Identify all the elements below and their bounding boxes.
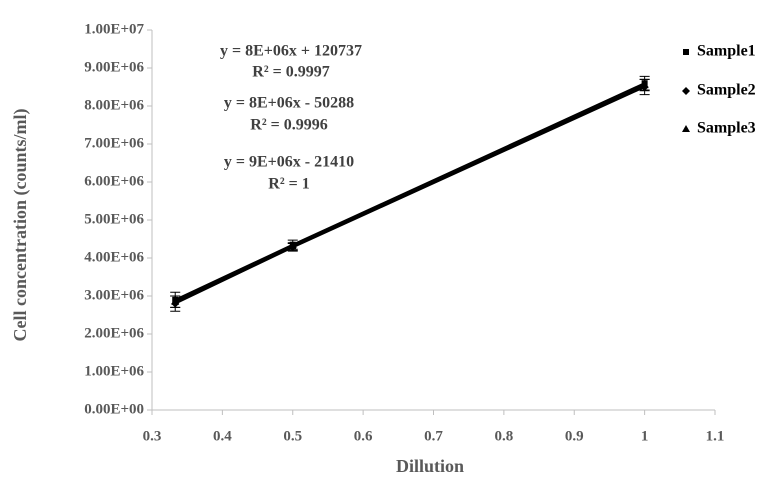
x-tick-label: 1.1 [706, 428, 725, 444]
marker [682, 125, 690, 132]
x-tick-label: 0.4 [213, 428, 232, 444]
trend-line [174, 84, 646, 303]
annotation: y = 9E+06x - 21410 [224, 154, 354, 171]
y-tick-label: 8.00E+06 [84, 97, 144, 113]
y-tick-label: 4.00E+06 [84, 249, 144, 265]
y-tick-label: 1.00E+07 [84, 21, 144, 37]
y-tick-label: 3.00E+06 [84, 287, 144, 303]
y-tick-label: 5.00E+06 [84, 211, 144, 227]
trend-line [174, 82, 646, 301]
y-tick-label: 6.00E+06 [84, 173, 144, 189]
y-tick-label: 0.00E+00 [84, 401, 144, 417]
marker [171, 297, 180, 305]
marker [683, 49, 689, 55]
x-tick-label: 0.6 [354, 428, 373, 444]
trend-line [174, 86, 646, 305]
legend-label: Sample1 [697, 43, 756, 60]
marker [288, 242, 297, 250]
x-axis-label: Dillution [396, 456, 464, 476]
y-tick-label: 2.00E+06 [84, 325, 144, 341]
x-tick-label: 1 [641, 428, 649, 444]
x-tick-label: 0.7 [424, 428, 443, 444]
annotation: R² = 1 [268, 176, 309, 193]
x-tick-label: 0.5 [283, 428, 302, 444]
y-axis-label: Cell concentration (counts/ml) [10, 109, 31, 342]
x-tick-label: 0.9 [565, 428, 584, 444]
legend-label: Sample2 [697, 82, 756, 99]
annotation: R² = 0.9996 [250, 117, 327, 134]
annotation: y = 8E+06x + 120737 [220, 43, 362, 60]
y-tick-label: 1.00E+06 [84, 363, 144, 379]
x-tick-label: 0.8 [495, 428, 514, 444]
y-tick-label: 9.00E+06 [84, 59, 144, 75]
annotation: y = 8E+06x - 50288 [224, 95, 354, 112]
x-tick-label: 0.3 [143, 428, 162, 444]
legend-label: Sample3 [697, 120, 756, 137]
marker [682, 87, 690, 95]
y-tick-label: 7.00E+06 [84, 135, 144, 151]
annotation: R² = 0.9997 [252, 64, 329, 81]
marker [640, 81, 649, 89]
